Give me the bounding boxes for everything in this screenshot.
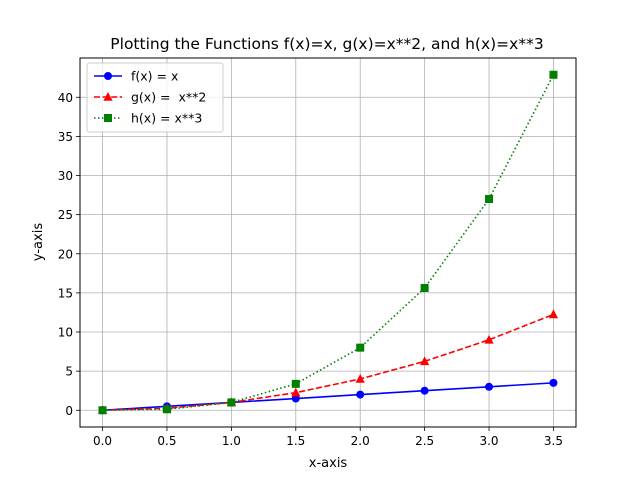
data-point-marker <box>420 356 430 366</box>
x-tick-label: 1.5 <box>286 434 305 448</box>
legend-label: f(x) = x <box>131 69 178 84</box>
x-tick-label: 0.5 <box>157 434 176 448</box>
data-point-marker <box>104 72 112 80</box>
y-tick-label: 5 <box>65 365 73 379</box>
data-point-marker <box>548 309 559 319</box>
x-tick-label: 2.5 <box>415 434 434 448</box>
data-point-marker <box>485 194 494 203</box>
x-tick-label: 3.0 <box>479 434 498 448</box>
plot-frame <box>79 57 577 428</box>
legend: f(x) = x g(x) = x**2 h(x) = x**3 <box>86 62 224 133</box>
data-point-marker <box>549 70 558 79</box>
series-markers <box>97 70 559 415</box>
y-tick-label: 10 <box>58 326 73 340</box>
y-tick-label: 40 <box>58 91 73 105</box>
legend-box <box>86 62 224 133</box>
x-tick-label: 1.0 <box>222 434 241 448</box>
chart-title: Plotting the Functions f(x)=x, g(x)=x**2… <box>110 35 543 53</box>
x-tick-label: 2.0 <box>351 434 370 448</box>
legend-label: g(x) = x**2 <box>131 90 206 105</box>
y-tick-label: 35 <box>58 130 73 144</box>
y-tick-label: 0 <box>65 404 73 418</box>
data-point-marker <box>356 390 365 399</box>
data-point-marker <box>291 387 301 397</box>
data-point-marker <box>549 378 558 387</box>
data-point-marker <box>484 334 494 344</box>
y-tick-label: 30 <box>58 169 73 183</box>
data-point-marker <box>485 382 494 391</box>
data-point-marker <box>104 114 112 122</box>
y-axis-ticks: 0 5 10 15 20 25 30 35 40 <box>58 91 80 418</box>
grid <box>80 58 576 427</box>
series-line <box>102 382 554 412</box>
x-tick-label: 0.0 <box>93 434 112 448</box>
series-line <box>102 74 555 412</box>
y-axis-label: y-axis <box>31 223 46 261</box>
series-line <box>102 313 554 412</box>
series-lines <box>102 74 555 412</box>
data-point-marker <box>420 283 429 292</box>
data-point-marker <box>291 394 300 403</box>
data-point-marker <box>98 406 107 415</box>
data-point-marker <box>356 343 365 352</box>
y-tick-label: 20 <box>58 247 73 261</box>
x-axis-ticks: 0.0 0.5 1.0 1.5 2.0 2.5 3.0 3.5 <box>93 427 563 448</box>
data-point-marker <box>103 92 113 101</box>
data-point-marker <box>355 373 365 383</box>
y-tick-label: 25 <box>58 208 73 222</box>
data-point-marker <box>227 398 236 407</box>
y-tick-label: 15 <box>58 286 73 300</box>
x-tick-label: 3.5 <box>544 434 563 448</box>
data-point-marker <box>291 379 300 388</box>
data-point-marker <box>162 405 171 414</box>
legend-label: h(x) = x**3 <box>131 111 202 126</box>
data-point-marker <box>420 386 429 395</box>
x-axis-label: x-axis <box>309 456 348 471</box>
